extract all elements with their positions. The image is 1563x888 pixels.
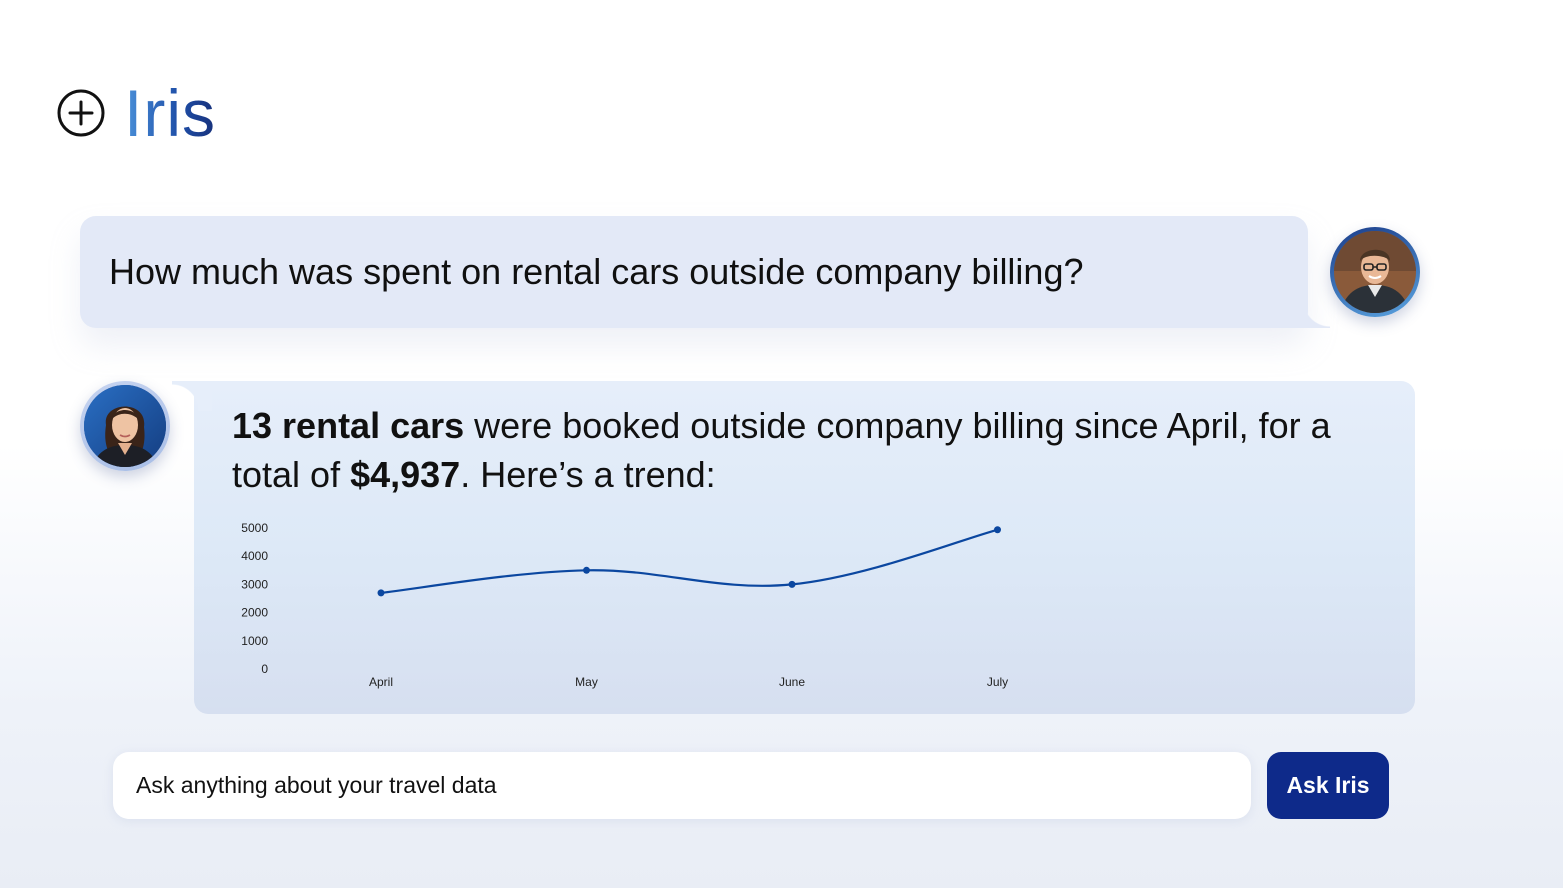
y-tick-label: 4000 xyxy=(241,549,268,563)
plus-circle-icon xyxy=(57,89,105,137)
assistant-text-part-a: were booked outside company billing sinc… xyxy=(232,405,1331,495)
user-portrait-icon xyxy=(1334,231,1416,313)
question-input[interactable] xyxy=(113,752,1251,819)
data-point xyxy=(583,566,590,574)
y-tick-label: 0 xyxy=(261,662,268,676)
ask-iris-button[interactable]: Ask Iris xyxy=(1267,752,1389,819)
app-header: Iris xyxy=(56,80,216,146)
data-point xyxy=(788,580,796,588)
rental-count-highlight: 13 rental cars xyxy=(232,405,465,446)
y-tick-label: 3000 xyxy=(241,577,268,591)
assistant-message-text: 13 rental cars were booked outside compa… xyxy=(232,401,1392,499)
trend-series-line xyxy=(380,528,998,594)
user-avatar xyxy=(1330,227,1420,317)
new-chat-button[interactable] xyxy=(56,88,106,138)
user-message-text: How much was spent on rental cars outsid… xyxy=(109,251,1084,292)
data-point xyxy=(994,526,1001,534)
x-tick-label: May xyxy=(575,675,598,689)
y-tick-label: 1000 xyxy=(241,634,268,648)
x-tick-label: April xyxy=(369,675,393,689)
assistant-avatar xyxy=(80,381,170,471)
brand-logo: Iris xyxy=(124,76,216,150)
total-amount-highlight: $4,937 xyxy=(350,454,461,495)
assistant-text-part-b: . Here’s a trend: xyxy=(460,454,716,495)
assistant-portrait-icon xyxy=(84,385,166,467)
trend-line-chart: 0 1000 2000 3000 4000 5000 April May June July xyxy=(241,521,1008,689)
user-message-bubble: How much was spent on rental cars outsid… xyxy=(80,216,1330,328)
data-point xyxy=(377,589,385,597)
x-tick-label: July xyxy=(987,675,1008,689)
y-tick-label: 5000 xyxy=(241,521,268,535)
assistant-message-bubble: 13 rental cars were booked outside compa… xyxy=(172,381,1415,714)
x-tick-label: June xyxy=(779,675,805,689)
y-tick-label: 2000 xyxy=(241,606,268,620)
